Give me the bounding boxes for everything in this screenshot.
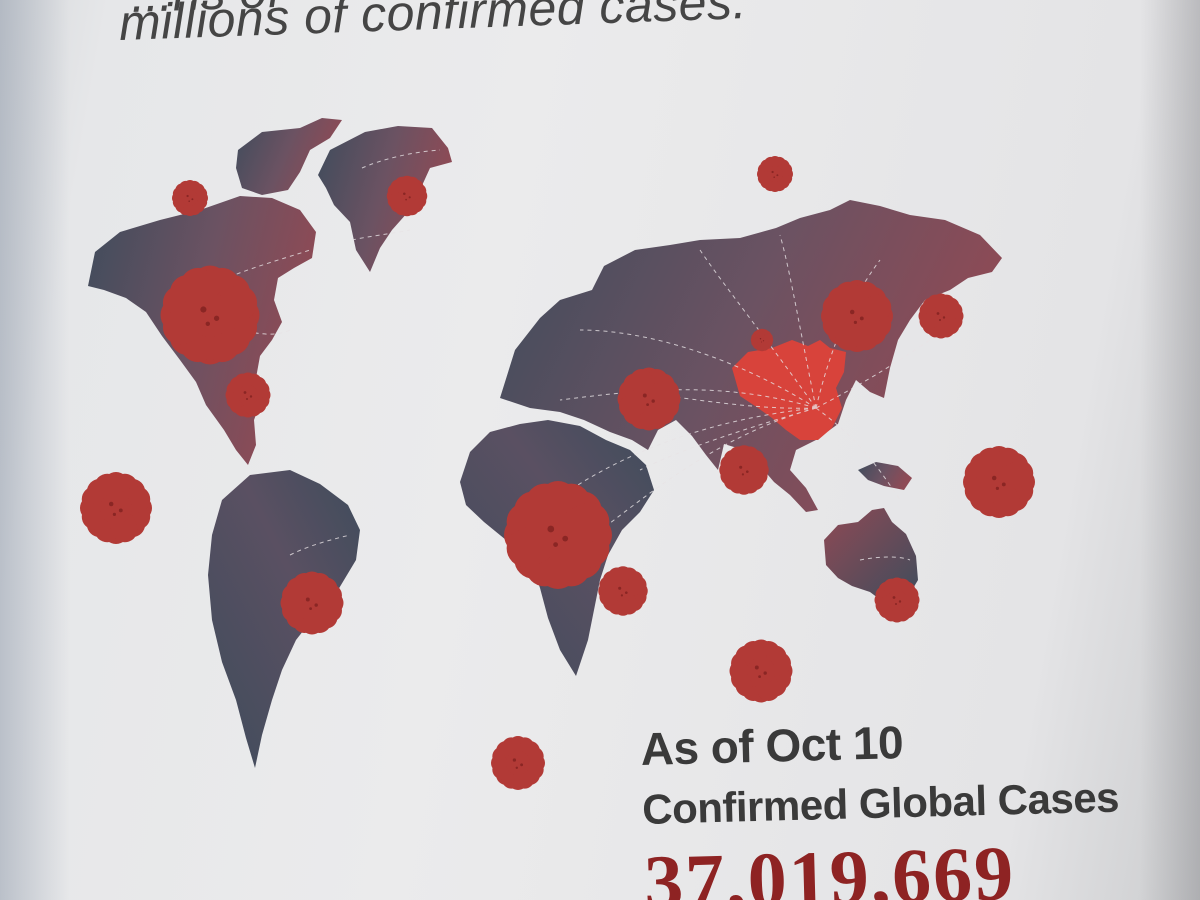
coronavirus-icon bbox=[755, 333, 770, 348]
coronavirus-icon bbox=[741, 651, 782, 692]
coronavirus-icon bbox=[728, 454, 760, 486]
confirmed-cases-label: Confirmed Global Cases bbox=[641, 773, 1120, 833]
coronavirus-icon bbox=[976, 459, 1022, 505]
coronavirus-icon bbox=[607, 575, 639, 607]
coronavirus-icon bbox=[927, 302, 956, 331]
confirmed-cases-count: 37,019,669 bbox=[643, 829, 1017, 900]
landmass-japan bbox=[858, 462, 912, 490]
coronavirus-icon bbox=[93, 485, 139, 531]
landmass-south-america bbox=[208, 470, 360, 768]
page-gutter-shadow bbox=[1140, 0, 1200, 900]
coronavirus-icon bbox=[178, 186, 201, 209]
coronavirus-icon bbox=[629, 379, 670, 420]
coronavirus-icon bbox=[883, 586, 912, 615]
coronavirus-icon bbox=[394, 183, 420, 209]
coronavirus-icon bbox=[763, 162, 786, 185]
coronavirus-icon bbox=[523, 500, 593, 570]
coronavirus-icon bbox=[234, 381, 263, 410]
coronavirus-icon bbox=[834, 293, 880, 339]
page-edge-shadow bbox=[0, 0, 70, 900]
landmass-greenland bbox=[236, 118, 342, 195]
stats-block: As of Oct 10 Confirmed Global Cases 37,0… bbox=[640, 710, 1122, 900]
as-of-date: As of Oct 10 bbox=[640, 716, 904, 775]
coronavirus-icon bbox=[292, 583, 333, 624]
landmass-north-europe bbox=[318, 126, 452, 272]
coronavirus-icon bbox=[178, 283, 242, 347]
coronavirus-icon bbox=[501, 746, 536, 781]
highlight-region-china bbox=[732, 340, 846, 440]
